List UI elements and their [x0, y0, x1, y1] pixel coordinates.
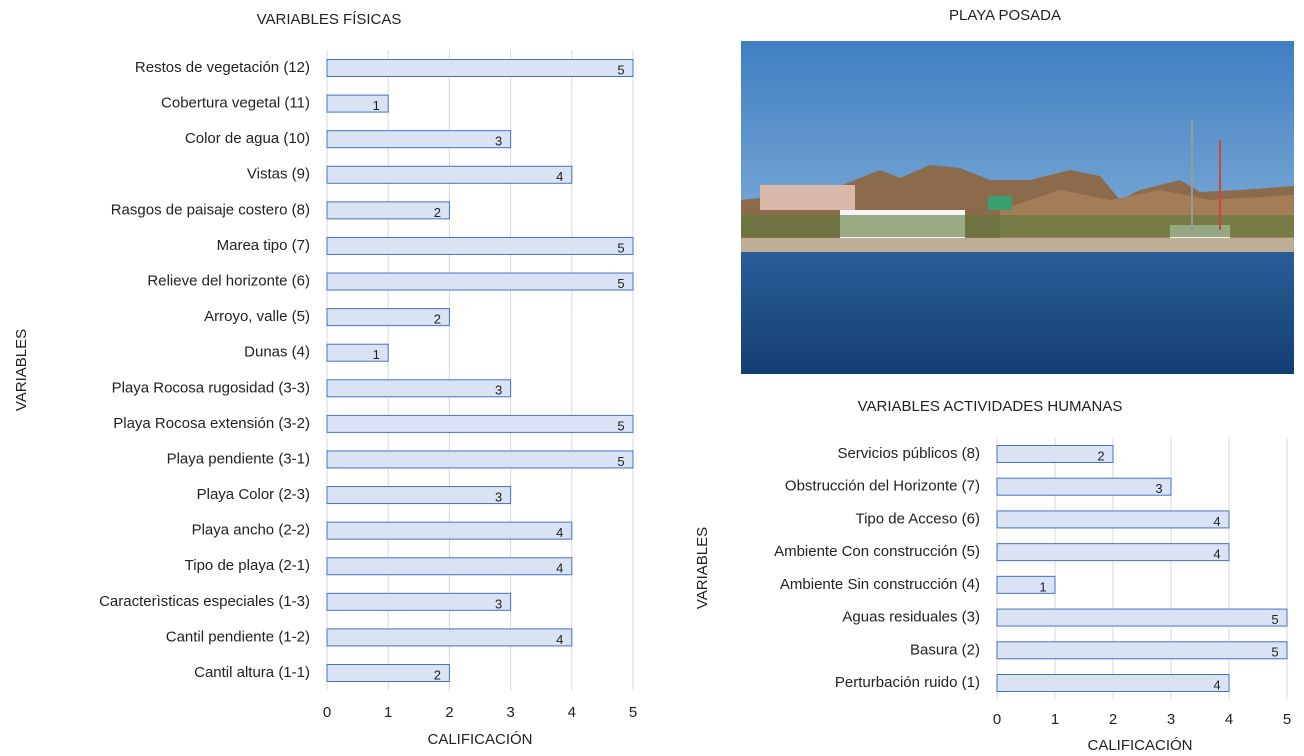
bar	[326, 414, 634, 433]
data-label: 4	[556, 561, 563, 576]
data-label: 5	[1271, 645, 1278, 660]
y-tick-label: Tipo de playa (2-1)	[185, 557, 310, 574]
data-label: 2	[434, 312, 441, 327]
x-tick-label: 2	[1109, 711, 1117, 728]
bar	[996, 575, 1056, 594]
data-label: 4	[1213, 677, 1220, 692]
data-label: 3	[495, 489, 502, 504]
bar	[996, 477, 1172, 496]
data-label: 3	[1155, 481, 1162, 496]
y-tick-label: Ambiente Con construcción (5)	[774, 543, 980, 560]
data-label: 2	[1097, 448, 1104, 463]
x-tick-label: 4	[568, 704, 576, 721]
y-tick-label: Playa ancho (2-2)	[192, 522, 310, 539]
bar	[996, 543, 1230, 562]
data-label: 5	[617, 418, 624, 433]
bar	[996, 445, 1114, 463]
y-tick-label: Ambiente Sin construcción (4)	[780, 576, 980, 593]
data-label: 1	[373, 98, 380, 113]
y-tick-label: Playa pendiente (3-1)	[167, 450, 310, 467]
y-tick-label: Marea tipo (7)	[217, 237, 310, 254]
y-tick-label: Restos de vegetación (12)	[135, 59, 310, 76]
data-label: 3	[495, 596, 502, 611]
bar	[326, 236, 634, 255]
x-tick-label: 0	[993, 711, 1001, 728]
y-axis-label: VARIABLES	[13, 329, 30, 411]
y-tick-label: Basura (2)	[910, 641, 980, 658]
bar	[996, 510, 1230, 529]
data-label: 4	[1213, 514, 1220, 529]
y-tick-label: Obstrucción del Horizonte (7)	[785, 478, 980, 495]
y-tick-label: Rasgos de paisaje costero (8)	[111, 201, 310, 218]
data-label: 4	[1213, 547, 1220, 562]
bar	[326, 486, 512, 505]
data-label: 5	[1271, 612, 1278, 627]
bar	[326, 450, 634, 469]
bar	[326, 557, 573, 576]
bar	[326, 94, 389, 113]
x-axis-label: CALIFICACIÓN	[427, 731, 532, 748]
data-label: 5	[617, 454, 624, 469]
bar	[326, 272, 634, 291]
x-tick-label: 5	[629, 704, 637, 721]
photo-title: PLAYA POSADA	[949, 7, 1061, 24]
bar	[326, 165, 573, 184]
bar	[996, 608, 1288, 627]
y-tick-label: Cantil altura (1-1)	[194, 664, 310, 681]
chart-title: VARIABLES FÍSICAS	[257, 11, 402, 28]
y-tick-label: Playa Color (2-3)	[197, 486, 310, 503]
bar	[326, 628, 573, 647]
y-tick-label: Tipo de Acceso (6)	[855, 510, 980, 527]
data-label: 3	[495, 134, 502, 149]
photo	[741, 41, 1294, 374]
data-label: 2	[434, 667, 441, 682]
x-tick-label: 3	[506, 704, 514, 721]
bar	[326, 664, 450, 682]
x-tick-label: 0	[323, 704, 331, 721]
bar	[326, 592, 512, 611]
bar	[996, 641, 1288, 660]
data-label: 1	[1039, 579, 1046, 594]
y-tick-label: Cantil pendiente (1-2)	[166, 628, 310, 645]
x-tick-label: 4	[1225, 711, 1233, 728]
y-tick-label: Color de agua (10)	[185, 130, 310, 147]
y-tick-label: Dunas (4)	[244, 344, 310, 361]
chart-title: VARIABLES ACTIVIDADES HUMANAS	[858, 398, 1123, 415]
data-label: 4	[556, 169, 563, 184]
bar	[326, 343, 389, 362]
data-label: 2	[434, 205, 441, 220]
data-label: 5	[617, 240, 624, 255]
bar	[326, 379, 512, 398]
y-tick-label: Playa Rocosa rugosidad (3-3)	[112, 379, 310, 396]
y-tick-label: Playa Rocosa extensión (3-2)	[113, 415, 310, 432]
y-tick-label: Vistas (9)	[247, 166, 310, 183]
x-tick-label: 3	[1167, 711, 1175, 728]
x-tick-label: 2	[445, 704, 453, 721]
bar	[996, 674, 1230, 692]
data-label: 5	[617, 276, 624, 291]
y-tick-label: Servicios públicos (8)	[837, 445, 980, 462]
x-axis-label: CALIFICACIÓN	[1087, 737, 1192, 754]
x-tick-label: 1	[1051, 711, 1059, 728]
data-label: 1	[373, 347, 380, 362]
bar	[326, 201, 450, 220]
y-tick-label: Aguas residuales (3)	[842, 609, 980, 626]
y-tick-label: Arroyo, valle (5)	[204, 308, 310, 325]
data-label: 3	[495, 383, 502, 398]
y-tick-label: Relieve del horizonte (6)	[147, 272, 310, 289]
data-label: 4	[556, 632, 563, 647]
bar	[326, 308, 450, 327]
bar	[326, 521, 573, 540]
bar	[326, 130, 512, 149]
x-tick-label: 1	[384, 704, 392, 721]
y-tick-label: Perturbación ruido (1)	[835, 674, 980, 691]
data-label: 4	[556, 525, 563, 540]
y-tick-label: Cobertura vegetal (11)	[161, 95, 310, 112]
x-tick-label: 5	[1283, 711, 1291, 728]
y-tick-label: Caracterìsticas especiales (1-3)	[99, 593, 310, 610]
bar	[326, 59, 634, 77]
data-label: 5	[617, 62, 624, 77]
y-axis-label: VARIABLES	[694, 527, 711, 609]
